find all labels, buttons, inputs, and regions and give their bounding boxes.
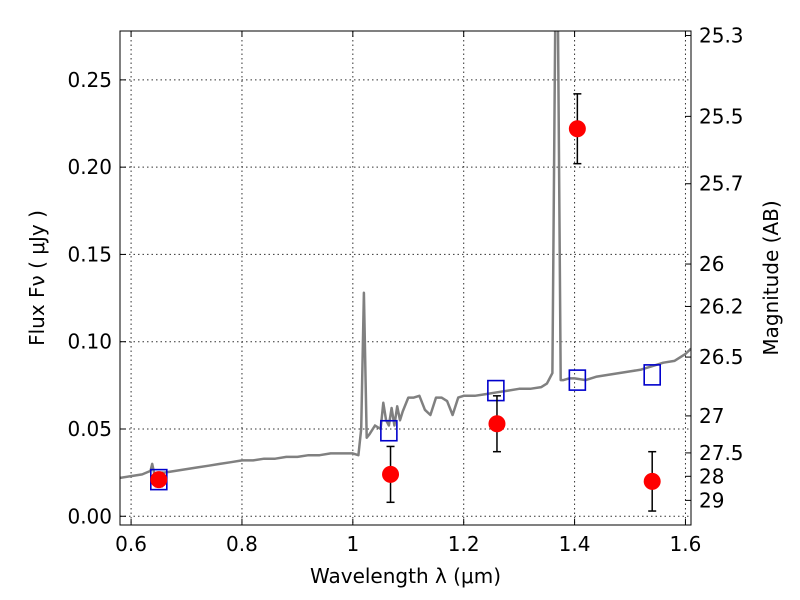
magnitude-tick-label: 27	[699, 404, 724, 428]
y-axis-label: Flux Fν ( μJy )	[25, 210, 49, 346]
plot-frame	[119, 30, 692, 526]
grid	[120, 31, 691, 525]
model-square-point	[487, 379, 505, 402]
magnitude-tick-label: 26	[699, 252, 724, 276]
y-tick-label: 0.10	[67, 330, 112, 354]
x-axis-label: Wavelength λ (μm)	[310, 564, 501, 588]
x-axis: 0.6 0.8 1 1.2 1.4 1.6	[115, 31, 701, 556]
model-square-point	[568, 369, 587, 391]
observed-point	[643, 472, 661, 490]
observed-point	[568, 120, 586, 138]
y-tick-label: 0.00	[67, 504, 112, 528]
x-tick-label: 0.8	[226, 532, 258, 556]
y-tick-label: 0.05	[67, 417, 112, 441]
x-tick-label: 1.2	[448, 532, 480, 556]
x-tick-label: 1.6	[670, 532, 702, 556]
series-layer	[120, 31, 691, 512]
model-square-point	[380, 419, 398, 442]
magnitude-axis-label: Magnitude (AB)	[759, 200, 783, 355]
y-tick-label: 0.15	[67, 242, 112, 266]
magnitude-tick-label: 26.2	[699, 294, 744, 318]
magnitude-tick-label: 25.7	[699, 172, 744, 196]
magnitude-tick-label: 25.5	[699, 104, 744, 128]
observed-point	[488, 415, 506, 433]
model-square-point	[643, 364, 661, 386]
y-tick-label: 0.20	[67, 155, 112, 179]
x-tick-label: 1	[346, 532, 359, 556]
magnitude-tick-label: 29	[699, 488, 724, 512]
magnitude-tick-label: 25.3	[699, 24, 744, 48]
magnitude-tick-label: 26.5	[699, 345, 744, 369]
x-tick-label: 0.6	[115, 532, 147, 556]
observed-point	[150, 471, 168, 489]
observed-point	[382, 465, 400, 483]
x-tick-label: 1.4	[559, 532, 591, 556]
magnitude-tick-label: 28	[699, 464, 724, 488]
y-axis: 0.00 0.05 0.10 0.15 0.20 0.25	[67, 68, 126, 528]
model-spectrum-line	[120, 31, 691, 480]
magnitude-tick-label: 27.5	[699, 441, 744, 465]
y-tick-label: 0.25	[67, 68, 112, 92]
